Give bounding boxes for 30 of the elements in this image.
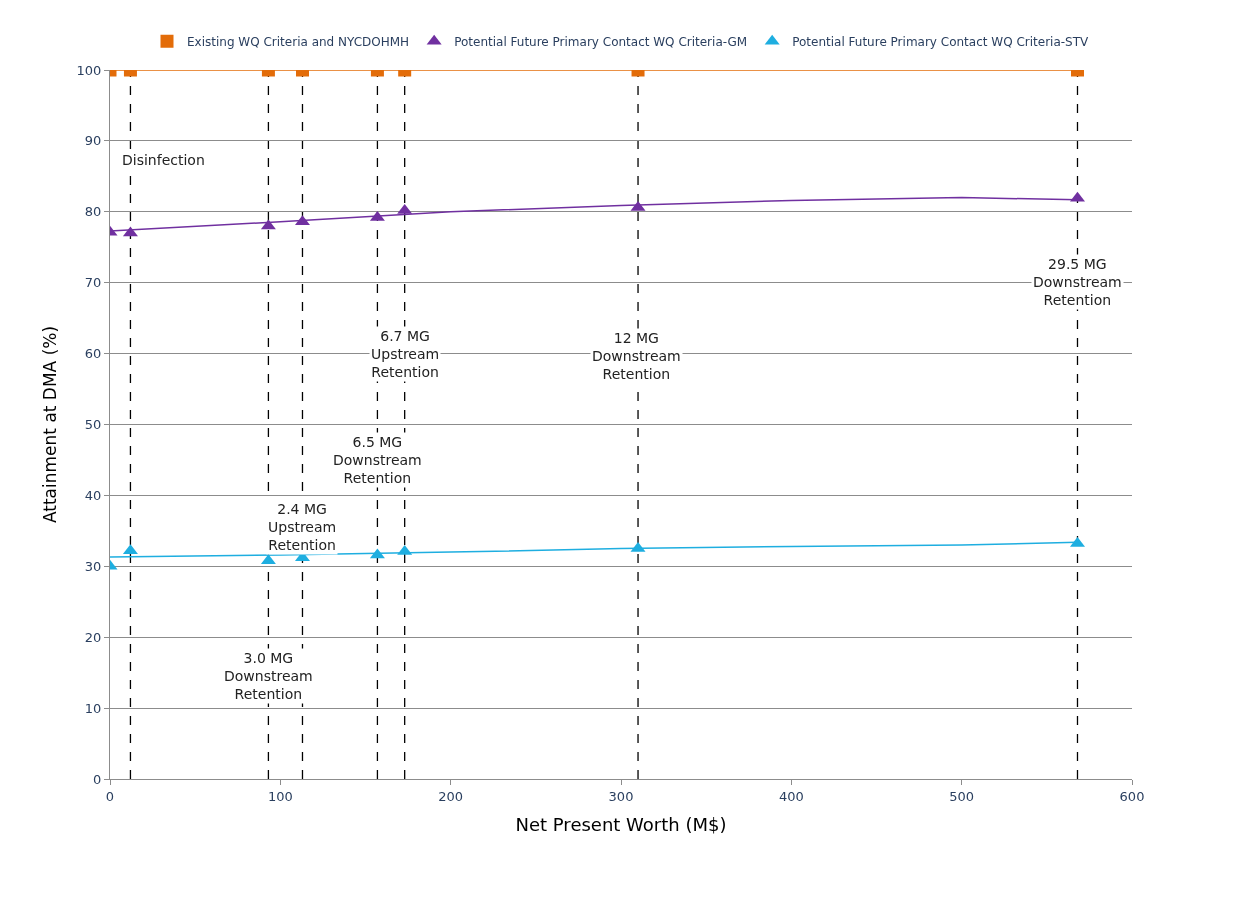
y-tick-label: 40 bbox=[84, 487, 102, 503]
legend-label: Potential Future Primary Contact WQ Criteria-STV bbox=[792, 35, 1090, 49]
annotation: 6.7 MG Upstream Retention bbox=[371, 328, 440, 381]
y-tick-label: 50 bbox=[84, 417, 102, 433]
y-tick-label: 60 bbox=[84, 346, 102, 362]
x-axis-title: Net Present Worth (M$) bbox=[515, 813, 727, 835]
y-tick-label: 70 bbox=[84, 275, 102, 291]
x-tick-label: 0 bbox=[105, 788, 115, 804]
y-axis-title: Attainment at DMA (%) bbox=[40, 325, 61, 524]
x-tick-label: 100 bbox=[267, 788, 293, 804]
annotation: 29.5 MG Downstream Retention bbox=[1033, 256, 1122, 309]
y-tick-label: 20 bbox=[84, 629, 102, 645]
annotation: Disinfection bbox=[122, 152, 205, 168]
x-tick-label: 300 bbox=[608, 788, 634, 804]
x-tick-label: 400 bbox=[778, 788, 804, 804]
y-tick-label: 90 bbox=[84, 133, 102, 149]
annotation: 6.5 MG Downstream Retention bbox=[333, 434, 422, 487]
y-tick-label: 80 bbox=[84, 204, 102, 220]
annotation: 2.4 MG Upstream Retention bbox=[268, 501, 337, 554]
legend-label: Existing WQ Criteria and NYCDOHMH bbox=[187, 35, 410, 49]
x-tick-label: 200 bbox=[438, 788, 464, 804]
x-tick-label: 500 bbox=[949, 788, 975, 804]
legend-label: Potential Future Primary Contact WQ Criteria-GM bbox=[454, 35, 748, 49]
annotation: 3.0 MG Downstream Retention bbox=[224, 650, 313, 703]
y-tick-label: 0 bbox=[93, 771, 102, 787]
y-tick-label: 10 bbox=[84, 700, 102, 716]
annotation: 12 MG Downstream Retention bbox=[592, 330, 681, 383]
x-tick-label: 600 bbox=[1119, 788, 1145, 804]
y-tick-label: 30 bbox=[84, 558, 102, 574]
y-tick-label: 100 bbox=[76, 62, 102, 78]
